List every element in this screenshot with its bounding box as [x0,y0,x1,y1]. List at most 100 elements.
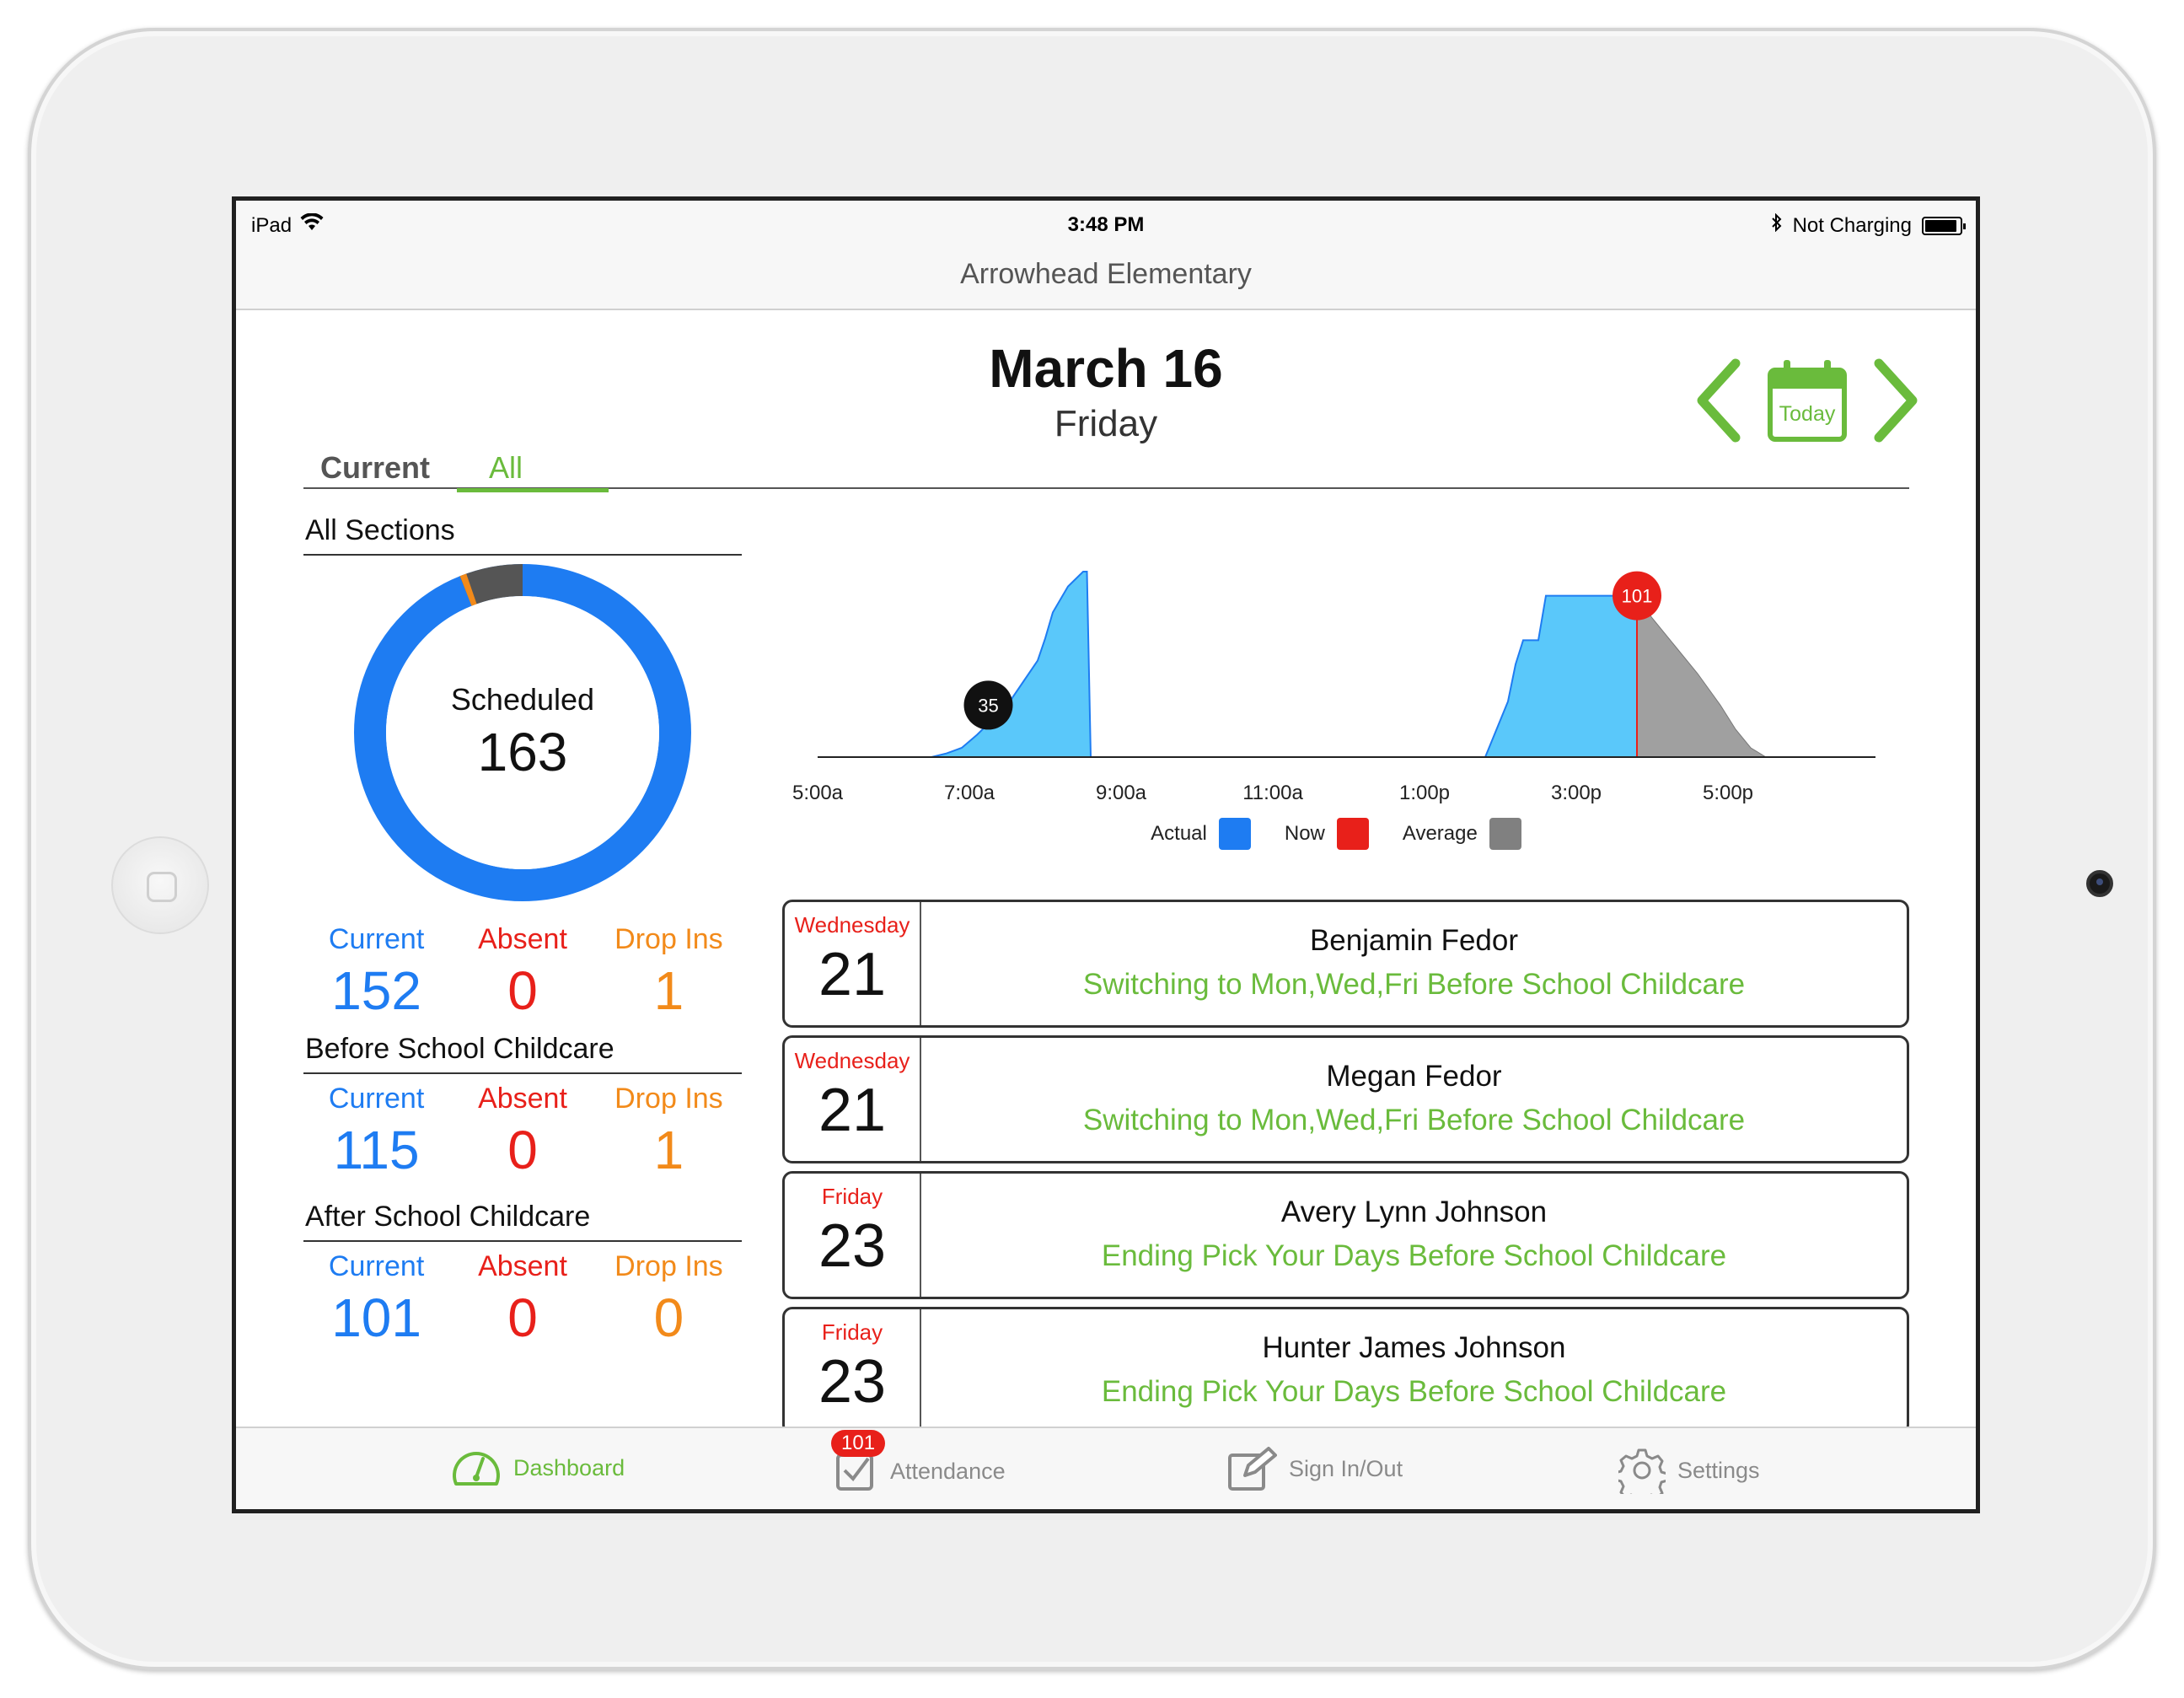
summary-panel: All Sections Scheduled 163 Current 152 Ab… [303,514,742,1368]
attendance-chart: 5:00a 7:00a 9:00a 11:00a 1:00p 3:00p 5:00p 35 10… [784,531,1913,885]
before-school-stats: Current 115 Absent 0 Drop Ins 1 [303,1074,742,1201]
absent-value: 0 [507,960,538,1021]
tab-all[interactable]: All [457,450,609,492]
legend-actual: Actual [1151,818,1251,850]
scheduled-donut: Scheduled 163 [303,556,742,910]
child-name: Hunter James Johnson [1262,1331,1566,1364]
change-date: Wednesday 21 [785,902,921,1025]
tab-dashboard[interactable]: Dashboard [451,1447,625,1489]
all-sections-title: All Sections [303,514,742,556]
change-description: Switching to Mon,Wed,Fri Before School C… [1082,968,1746,1001]
tab-settings[interactable]: Settings [1618,1447,1760,1494]
tab-sign-in-out[interactable]: Sign In/Out [1226,1447,1403,1491]
gear-icon [1618,1448,1666,1494]
current-value: 115 [333,1120,420,1180]
chevron-right-icon [1874,358,1918,443]
battery-icon [1922,216,1966,235]
attendance-area-chart: 5:00a 7:00a 9:00a 11:00a 1:00p 3:00p 5:00p 35 10… [792,571,1875,804]
x-tick-label: 3:00p [1551,782,1602,804]
chart-marker-label: 101 [1622,586,1653,607]
home-button-icon [147,872,177,902]
chart-marker [1613,571,1661,621]
dropins-value: 1 [653,960,684,1021]
x-tick-label: 5:00p [1703,782,1753,804]
x-tick-label: 1:00p [1399,782,1450,804]
legend-now-label: Now [1284,822,1325,845]
change-date: Wednesday 21 [785,1038,921,1161]
legend-now: Now [1285,818,1369,850]
today-button[interactable]: Today [1767,358,1848,443]
dropins-stat[interactable]: Drop Ins 0 [596,1242,742,1362]
change-weekday: Wednesday [794,1048,910,1073]
tab-sign-in-out-label: Sign In/Out [1289,1455,1403,1481]
dropins-stat[interactable]: Drop Ins 1 [596,1074,742,1194]
chevron-left-icon [1697,358,1741,443]
date-title: March 16 [989,338,1223,399]
tab-attendance-label: Attendance [890,1459,1006,1484]
change-description: Ending Pick Your Days Before School Chil… [1101,1239,1727,1272]
bluetooth-icon [1771,212,1783,238]
view-tabs: Current All [303,438,1909,492]
schedule-changes-list: Wednesday 21 Benjamin Fedor Switching to… [782,900,1909,1443]
change-day: 21 [818,941,887,1008]
change-weekday: Friday [821,1319,883,1345]
calendar-icon [1768,360,1847,442]
legend-actual-swatch [1218,818,1251,850]
current-stat[interactable]: Current 101 [303,1242,449,1362]
tab-dashboard-label: Dashboard [513,1454,625,1480]
dropins-value: 0 [653,1287,684,1348]
change-card[interactable]: Wednesday 21 Benjamin Fedor Switching to… [782,900,1909,1028]
chart-legend: Actual Now Average [784,818,1888,850]
absent-label: Absent [478,1083,567,1115]
home-button[interactable] [111,836,209,934]
device-label: iPad [251,213,292,237]
absent-stat[interactable]: Absent 0 [449,1242,595,1362]
change-description: Ending Pick Your Days Before School Chil… [1101,1375,1727,1408]
dropins-value: 1 [653,1120,684,1180]
after-school-stats: Current 101 Absent 0 Drop Ins 0 [303,1242,742,1368]
legend-average: Average [1403,818,1521,850]
wifi-icon [300,212,324,238]
absent-stat[interactable]: Absent 0 [449,915,595,1026]
after-school-title: After School Childcare [303,1201,742,1242]
attendance-badge: 101 [831,1430,886,1457]
absent-stat[interactable]: Absent 0 [449,1074,595,1194]
x-tick-label: 5:00a [792,782,844,804]
x-tick-label: 9:00a [1096,782,1147,804]
current-label: Current [328,923,425,955]
previous-day-button[interactable] [1689,354,1748,447]
tab-current[interactable]: Current [320,450,431,485]
change-day: 21 [818,1077,887,1144]
change-card[interactable]: Wednesday 21 Megan Fedor Switching to Mo… [782,1035,1909,1163]
tab-bar: Dashboard 101 Attendance Sign In/Out Set… [236,1427,1976,1509]
current-stat[interactable]: Current 115 [303,1074,449,1194]
change-weekday: Friday [821,1184,883,1209]
today-label: Today [1779,402,1836,426]
current-stat[interactable]: Current 152 [303,915,449,1026]
average-area [1636,594,1768,758]
dropins-stat[interactable]: Drop Ins 1 [596,915,742,1026]
legend-average-swatch [1489,818,1521,850]
dropins-label: Drop Ins [614,1250,723,1282]
edit-icon [1228,1447,1277,1491]
legend-actual-label: Actual [1151,822,1207,845]
current-label: Current [328,1250,425,1282]
front-camera [2086,870,2113,897]
x-tick-label: 11:00a [1242,782,1303,804]
change-card[interactable]: Friday 23 Avery Lynn Johnson Ending Pick… [782,1171,1909,1299]
next-day-button[interactable] [1866,354,1925,447]
child-name: Benjamin Fedor [1309,924,1519,957]
navigation-bar: Arrowhead Elementary [236,250,1976,310]
date-navigator: Today [1689,354,1925,447]
legend-now-swatch [1336,818,1369,850]
current-label: Current [328,1083,425,1115]
change-day: 23 [818,1212,887,1280]
donut-value: 163 [477,722,568,782]
change-card[interactable]: Friday 23 Hunter James Johnson Ending Pi… [782,1307,1909,1435]
actual-area-afternoon [1484,594,1638,758]
tab-attendance[interactable]: 101 Attendance [831,1430,1006,1496]
current-value: 101 [331,1287,421,1348]
dropins-label: Drop Ins [614,923,723,955]
change-weekday: Wednesday [794,912,910,938]
status-bar: iPad 3:48 PM Not Charging [236,201,1976,250]
